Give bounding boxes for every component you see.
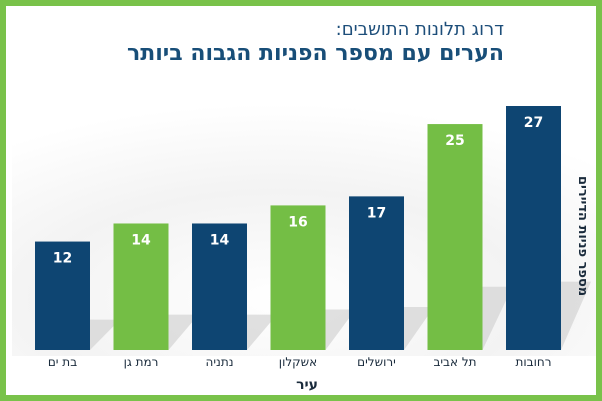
- category-tick-label: נתניה: [205, 355, 233, 369]
- title-block: דרוג תלונות התושבים: הערים עם מספר הפניו…: [127, 20, 504, 67]
- bar-value-label: 17: [367, 205, 386, 221]
- category-tick-label: תל אביב: [433, 355, 476, 369]
- category-labels-group: רחובות תל אביב ירושלים אשקלון נתניה רמת גן בת …: [48, 355, 552, 369]
- bar-value-label: 16: [288, 214, 307, 230]
- chart-subtitle: דרוג תלונות התושבים:: [335, 19, 504, 40]
- value-labels-group: 27 25 17 16 14 14 12: [53, 115, 543, 267]
- bar-value-label: 27: [524, 115, 543, 131]
- category-tick-label: ירושלים: [357, 355, 396, 369]
- bar-value-label: 25: [445, 133, 464, 149]
- bar-value-label: 12: [53, 251, 72, 267]
- bar: [349, 196, 404, 350]
- x-axis-label: עיר: [296, 377, 318, 393]
- bars-group: [35, 106, 561, 351]
- bar: [35, 241, 90, 350]
- bar-chart: 27 25 17 16 14 14 12 רחובות תל אביב ירושלים אשקלו…: [12, 96, 596, 369]
- category-tick-label: רחובות: [516, 355, 552, 369]
- bar: [113, 223, 169, 350]
- bar-value-label: 14: [131, 232, 151, 248]
- bar: [427, 124, 483, 351]
- category-tick-label: רמת גן: [124, 355, 159, 369]
- bar: [270, 205, 326, 350]
- bar: [192, 223, 247, 350]
- category-tick-label: בת ים: [48, 355, 77, 369]
- y-axis-label: מספר פניות הדיירים: [575, 175, 590, 297]
- chart-title: הערים עם מספר הפניות הגבוה ביותר: [126, 41, 504, 66]
- bar: [506, 106, 561, 350]
- bar-value-label: 14: [210, 232, 230, 248]
- category-tick-label: אשקלון: [279, 355, 317, 369]
